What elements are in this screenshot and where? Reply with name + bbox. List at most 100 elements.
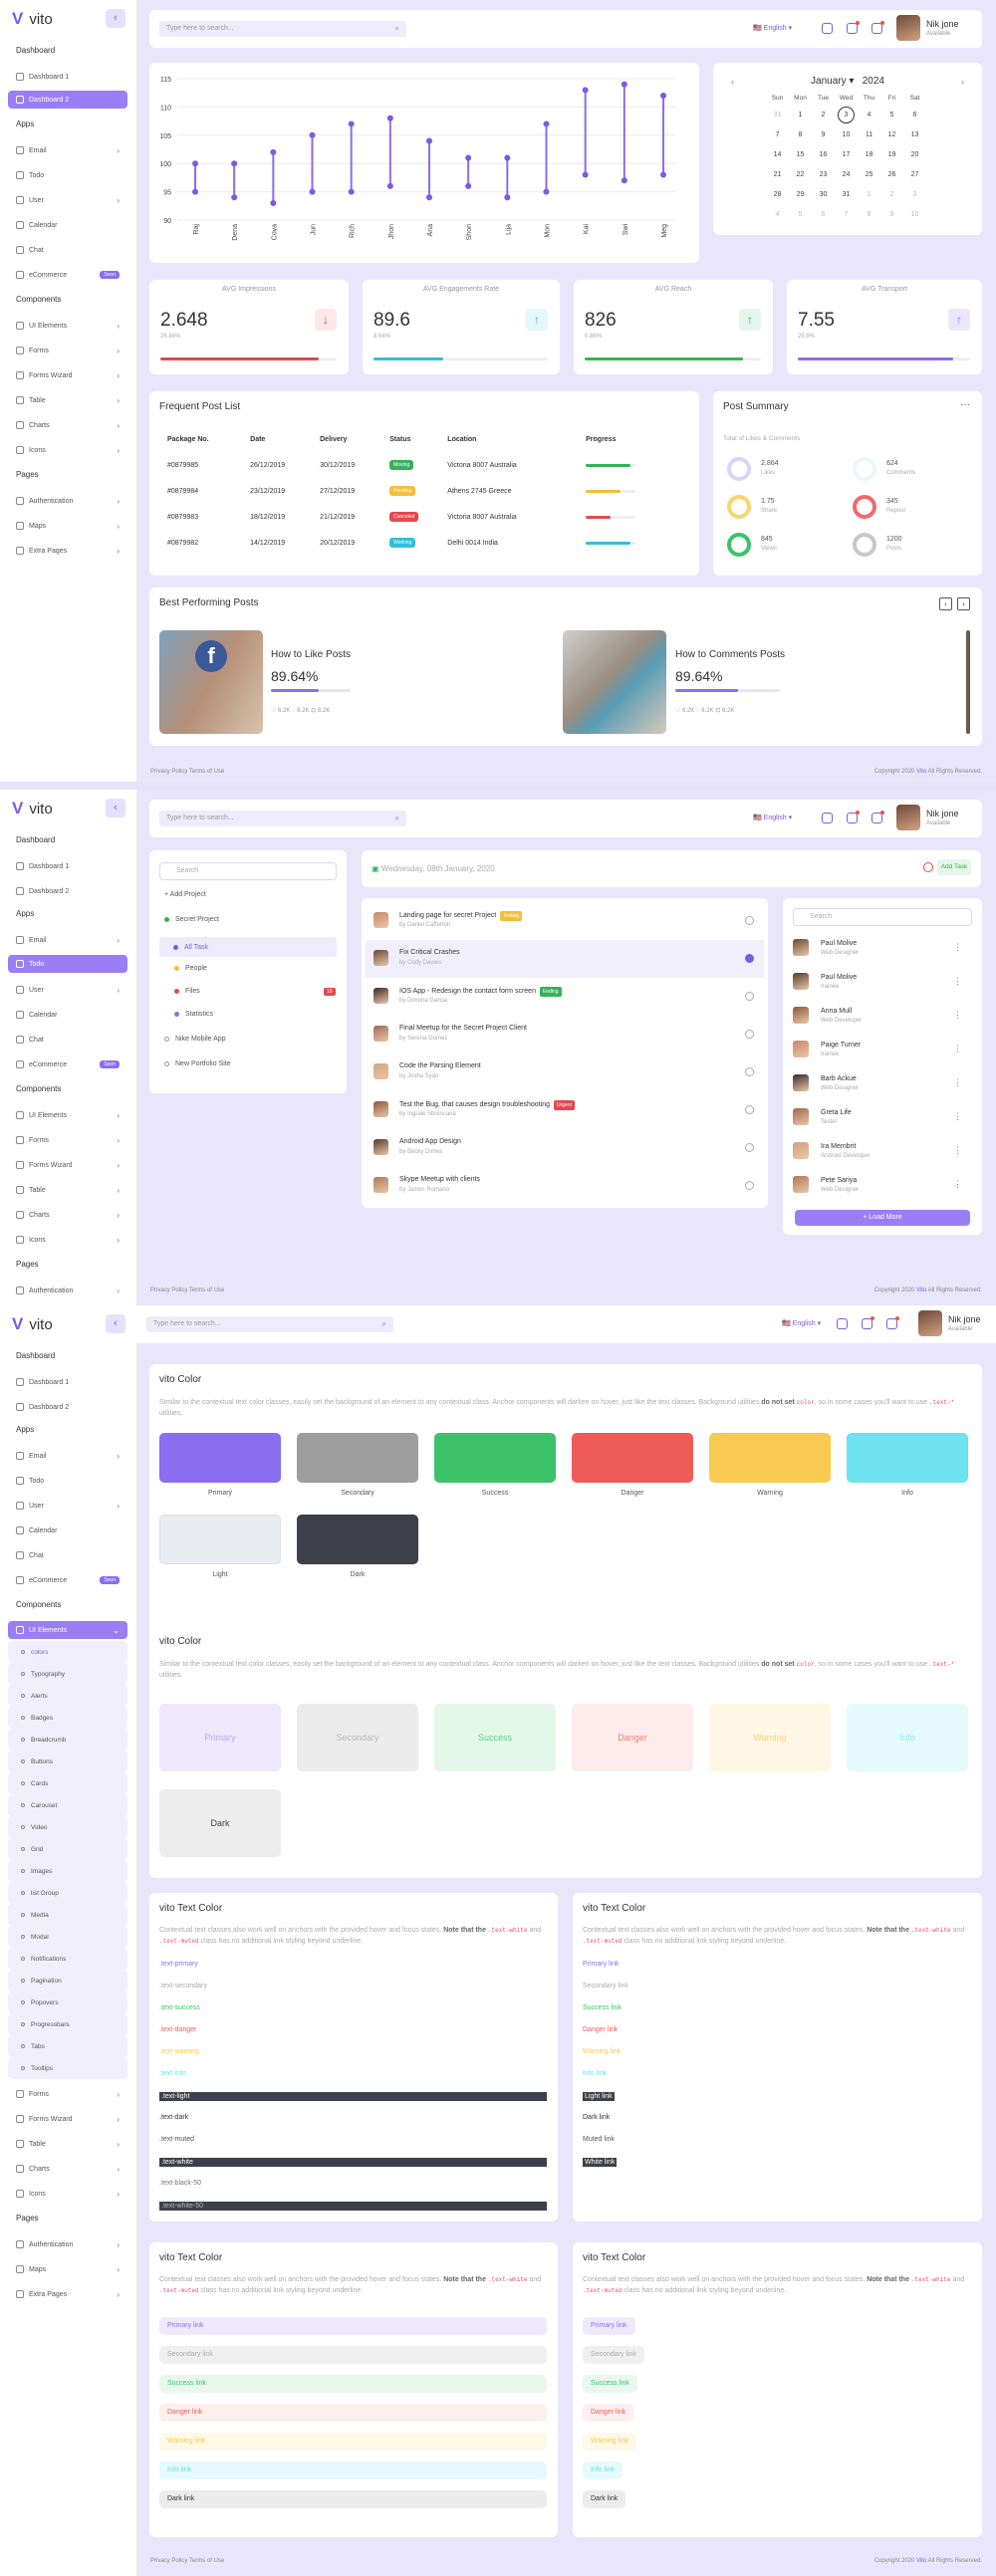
calendar-day[interactable]: 24: [835, 164, 858, 184]
kebab-menu-icon[interactable]: ⋮: [953, 1077, 962, 1087]
calendar-day[interactable]: 9: [812, 124, 835, 144]
kebab-menu-icon[interactable]: ⋮: [953, 942, 962, 952]
prev-slide-icon[interactable]: ‹: [939, 597, 952, 610]
calendar-day[interactable]: 31: [835, 184, 858, 204]
sidebar-item-ui[interactable]: UI Elements ›: [8, 317, 127, 335]
task-checkbox[interactable]: [745, 992, 754, 1001]
calendar-day[interactable]: 18: [858, 144, 880, 164]
language-select[interactable]: 🇺🇸 English ▾: [782, 1320, 822, 1327]
calendar-day[interactable]: 9: [880, 204, 903, 224]
link-chip[interactable]: Secondary link: [583, 2346, 644, 2364]
point-high[interactable]: [309, 131, 316, 138]
sidebar-item-todo[interactable]: Todo: [8, 955, 127, 973]
search-icon[interactable]: ⌕: [394, 814, 399, 822]
point-high[interactable]: [270, 148, 277, 155]
sidebar-item-calendar[interactable]: Calendar: [8, 1006, 127, 1024]
sidebar-subitem-carousel[interactable]: Carousel: [8, 1794, 127, 1816]
user-name[interactable]: Nik jone: [948, 1314, 981, 1324]
sidebar-subitem-images[interactable]: Images: [8, 1860, 127, 1882]
calendar-day[interactable]: 6: [903, 105, 926, 124]
calendar-day[interactable]: 19: [880, 144, 903, 164]
calendar-day[interactable]: 21: [766, 164, 789, 184]
sidebar-subitem-pagination[interactable]: Pagination: [8, 1970, 127, 1991]
search-input[interactable]: Type here to search... ⌕: [159, 21, 406, 37]
sidebar-item-email[interactable]: Email ›: [8, 931, 127, 949]
people-search-input[interactable]: Search: [793, 908, 972, 926]
sidebar-item-dashboard2[interactable]: Dashboard 2: [8, 91, 127, 109]
sidebar-subitem-list-group[interactable]: list Group: [8, 1882, 127, 1904]
sidebar-item-dashboard1[interactable]: Dashboard 1: [8, 1373, 127, 1391]
task-checkbox[interactable]: [745, 1105, 754, 1114]
calendar-day[interactable]: 7: [835, 204, 858, 224]
year[interactable]: 2024: [862, 76, 884, 87]
calendar-day[interactable]: 3: [903, 184, 926, 204]
point-high[interactable]: [426, 137, 432, 144]
calendar-day[interactable]: 22: [789, 164, 812, 184]
link-chip[interactable]: Primary link: [583, 2317, 635, 2335]
sidebar-item-forms[interactable]: Forms ›: [8, 342, 127, 359]
post-image-1[interactable]: f: [159, 630, 263, 734]
point-low[interactable]: [465, 182, 472, 189]
calendar-day[interactable]: 28: [766, 184, 789, 204]
load-more-button[interactable]: + Load More: [795, 1210, 970, 1226]
sidebar-item-table[interactable]: Table ›: [8, 1181, 127, 1199]
project-portfolio[interactable]: New Portfolio Site: [164, 1060, 231, 1067]
copy-brand[interactable]: Vito: [916, 769, 927, 775]
sidebar-item-email[interactable]: Email ›: [8, 141, 127, 159]
avatar[interactable]: [896, 805, 920, 830]
sidebar-item-calendar[interactable]: Calendar: [8, 216, 127, 234]
sidebar-item-maps[interactable]: Maps ›: [8, 2260, 127, 2278]
task-checkbox[interactable]: [745, 1067, 754, 1076]
todo-menu-people[interactable]: People: [164, 965, 207, 972]
table-row[interactable]: #0879983 18/12/2019 21/12/2019 Canceled Vict…: [167, 504, 685, 530]
mail-icon[interactable]: [872, 811, 884, 823]
footer-links[interactable]: Privacy Policy Terms of Use: [150, 1288, 225, 1293]
kebab-menu-icon[interactable]: ⋮: [953, 1010, 962, 1020]
todo-menu-files[interactable]: Files 10: [164, 987, 336, 996]
sidebar-item-icons[interactable]: Icons ›: [8, 2185, 127, 2203]
link-block[interactable]: Secondary link: [159, 2346, 547, 2364]
link-block[interactable]: Success link: [159, 2375, 547, 2393]
link-chip[interactable]: Danger link: [583, 2404, 634, 2422]
task-item[interactable]: Test the Bug, that causes design trouble…: [366, 1091, 764, 1129]
calendar-day[interactable]: 2: [812, 105, 835, 124]
sidebar-item-forms[interactable]: Forms ›: [8, 1131, 127, 1149]
calendar-header[interactable]: January ▾ 2024: [811, 76, 884, 87]
sidebar-subitem-breadcrumb[interactable]: Breadcrumb: [8, 1729, 127, 1751]
person-item[interactable]: Anna Mull Web Developer ⋮: [793, 1002, 962, 1036]
text-link-sample[interactable]: Warning link: [583, 2048, 622, 2055]
calendar-day[interactable]: 4: [766, 204, 789, 224]
text-link-sample[interactable]: Light link: [583, 2092, 615, 2101]
user-name[interactable]: Nik jone: [926, 19, 959, 29]
sidebar-item-wizard[interactable]: Forms Wizard ›: [8, 2110, 127, 2128]
sidebar-item-ui[interactable]: UI Elements ›: [8, 1106, 127, 1124]
link-block[interactable]: Dark link: [159, 2490, 547, 2508]
sidebar-item-dashboard1[interactable]: Dashboard 1: [8, 68, 127, 86]
task-checkbox[interactable]: [745, 1143, 754, 1152]
sidebar-item-wizard[interactable]: Forms Wizard ›: [8, 366, 127, 384]
person-item[interactable]: Paul Molive Web Designer ⋮: [793, 934, 962, 968]
sidebar-item-charts[interactable]: Charts ›: [8, 1206, 127, 1224]
point-low[interactable]: [660, 171, 666, 178]
sidebar-item-table[interactable]: Table ›: [8, 2135, 127, 2153]
sidebar-item-ecommerce[interactable]: eCommerce Soon: [8, 1055, 127, 1073]
person-item[interactable]: Barb Ackue Web Designer ⋮: [793, 1069, 962, 1103]
link-chip[interactable]: Info link: [583, 2461, 623, 2479]
sidebar-item-extra[interactable]: Extra Pages ›: [8, 2285, 127, 2303]
sidebar-subitem-progressbars[interactable]: Progressbars: [8, 2013, 127, 2035]
next-month-icon[interactable]: ›: [961, 77, 964, 87]
point-low[interactable]: [231, 194, 238, 201]
alert-bell-icon[interactable]: [923, 862, 933, 872]
link-chip[interactable]: Success link: [583, 2375, 637, 2393]
prev-month-icon[interactable]: ‹: [731, 77, 734, 87]
task-checkbox[interactable]: [745, 954, 754, 963]
sidebar-subitem-popovers[interactable]: Popovers: [8, 1991, 127, 2013]
sidebar-toggle-icon[interactable]: ‹: [106, 9, 125, 28]
sidebar-item-forms[interactable]: Forms ›: [8, 2085, 127, 2103]
text-link-sample[interactable]: Secondary link: [583, 1983, 628, 1990]
sidebar-item-icons[interactable]: Icons ›: [8, 441, 127, 459]
sidebar-item-dashboard2[interactable]: Dashboard 2: [8, 882, 127, 900]
language-select[interactable]: 🇺🇸 English ▾: [753, 815, 793, 821]
task-checkbox[interactable]: [745, 1030, 754, 1039]
